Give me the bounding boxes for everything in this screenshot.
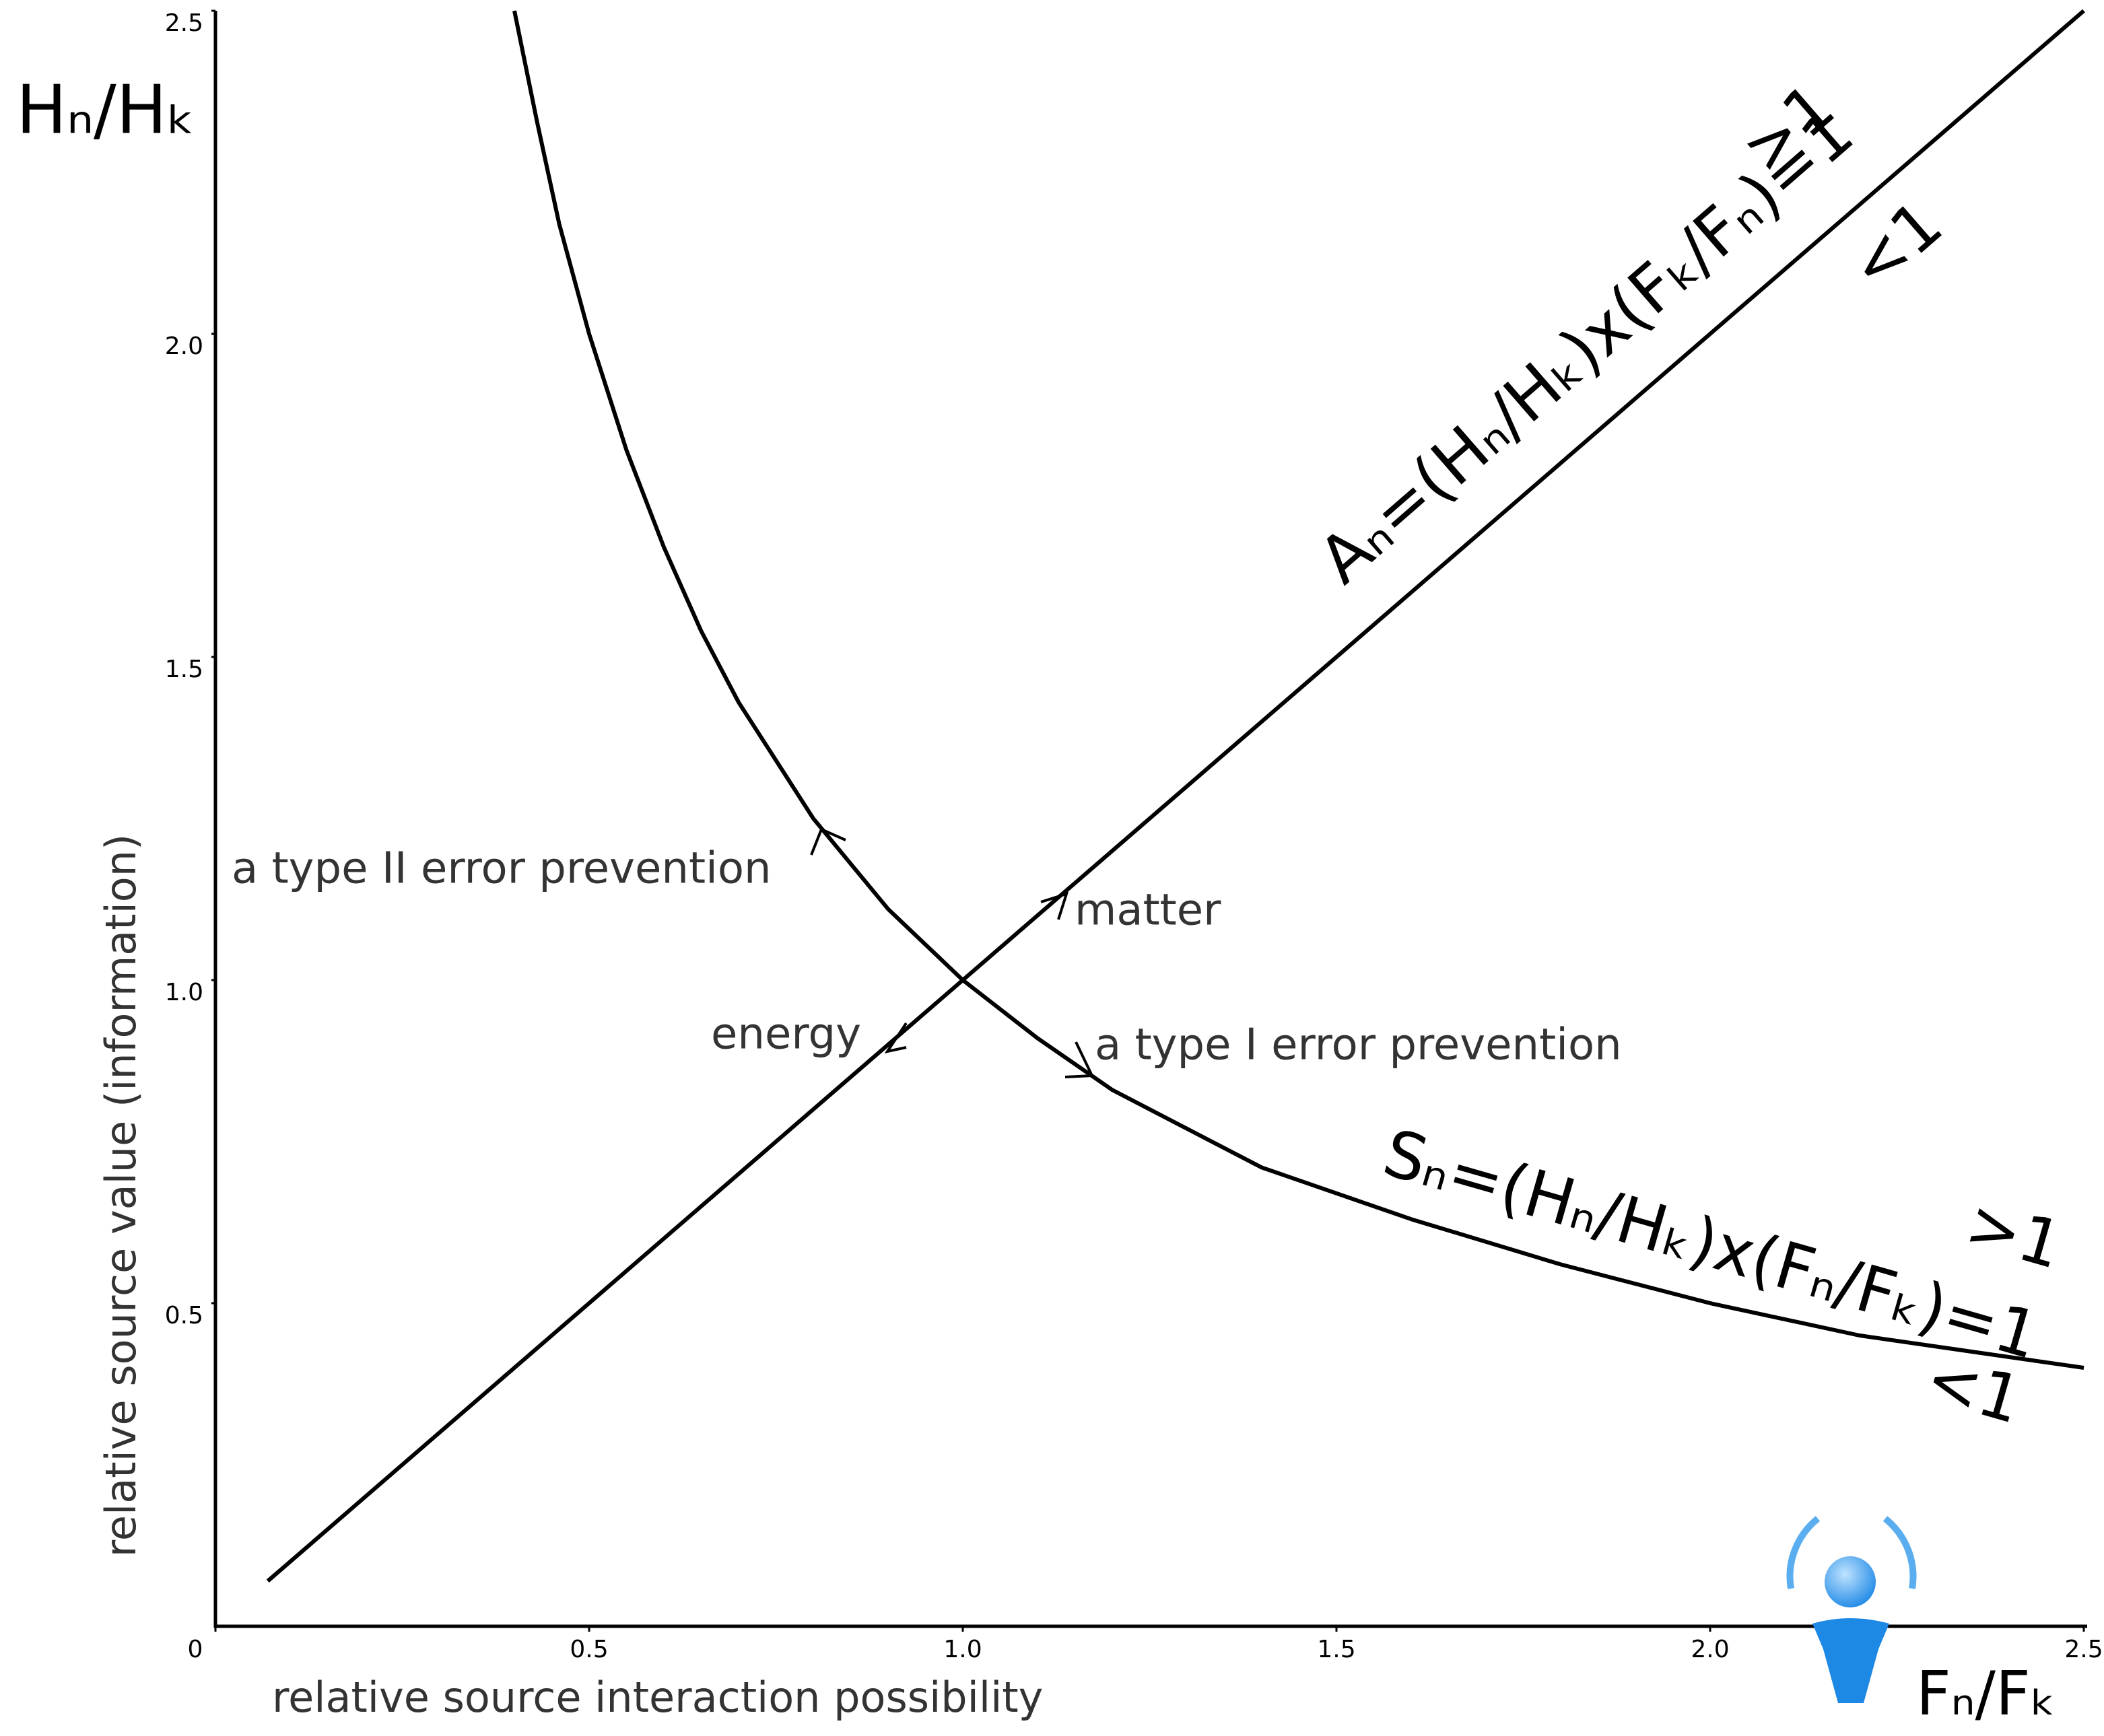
y-tick-label: 0.5 <box>165 1302 203 1329</box>
x-tick-label: 0 <box>188 1636 203 1663</box>
y-tick-label: 2.0 <box>165 333 203 360</box>
series-line <box>512 10 2084 1370</box>
logo-head <box>1825 1556 1876 1607</box>
y-tick-label: 1.5 <box>165 656 203 683</box>
annotation: matter <box>1075 886 1221 936</box>
annotation: a type II error prevention <box>232 844 772 894</box>
x-tick-label: 1.0 <box>943 1636 982 1663</box>
logo-arc <box>1786 1516 1821 1589</box>
y-axis-title: relative source value (information) <box>96 834 145 1557</box>
x-symbol: Fₙ/Fₖ <box>1916 1659 2056 1729</box>
x-tick-label: 2.5 <box>2064 1636 2103 1663</box>
series-line <box>266 9 2085 1583</box>
y-tick-label: 1.0 <box>165 979 203 1006</box>
x-axis-title: relative source interaction possibility <box>272 1673 1043 1722</box>
annotation: a type I error prevention <box>1095 1020 1622 1070</box>
x-tick-label: 1.5 <box>1317 1636 1355 1663</box>
arrow-matter <box>1040 891 1069 920</box>
logo <box>1786 1516 1917 1703</box>
y-symbol: Hₙ/Hₖ <box>16 70 196 149</box>
logo-arc <box>1882 1516 1917 1589</box>
x-tick-label: 0.5 <box>570 1636 608 1663</box>
logo-body <box>1812 1618 1889 1703</box>
x-tick-label: 2.0 <box>1691 1636 1729 1663</box>
annotation: energy <box>711 1010 861 1060</box>
y-tick-label: 2.5 <box>165 9 203 37</box>
